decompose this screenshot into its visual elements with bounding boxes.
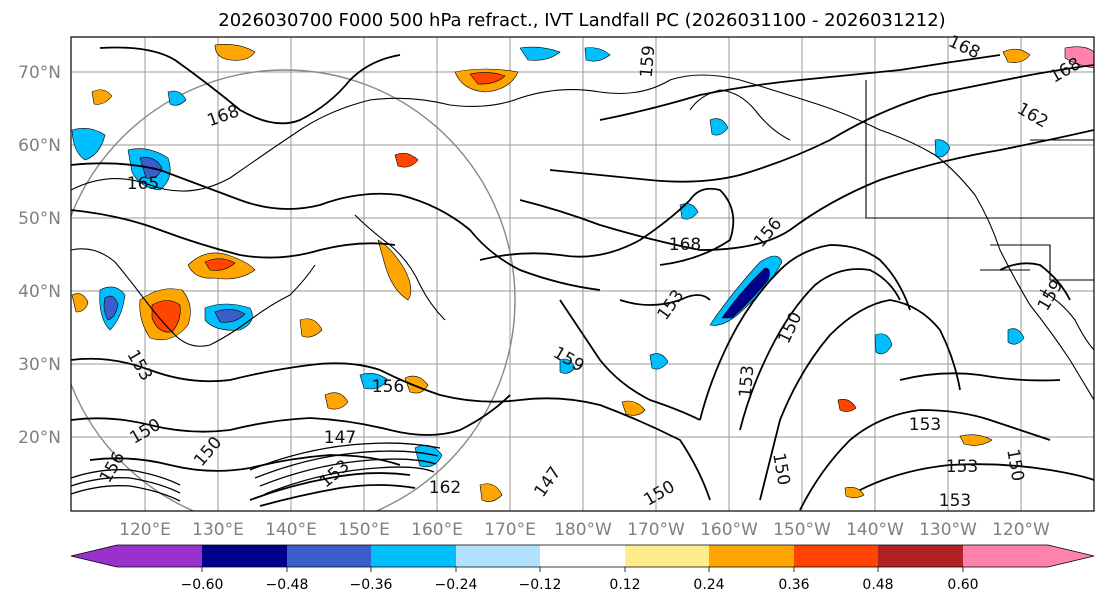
lon-label: 130°W <box>919 520 977 540</box>
lon-label: 140°W <box>846 520 904 540</box>
colorbar-tick-label: 0.12 <box>609 577 640 593</box>
colorbar-tick-label: 0.24 <box>693 577 724 593</box>
colorbar-segment <box>625 545 709 567</box>
coastlines <box>71 74 1094 401</box>
map-panel <box>71 37 1094 511</box>
colorbar-segment <box>963 545 1048 567</box>
colorbar-tick-label: 0.36 <box>778 577 809 593</box>
colorbar-tick-label: −0.12 <box>519 577 562 593</box>
contour-label: 153 <box>736 365 759 399</box>
colorbar-outline <box>70 544 1095 568</box>
contour-label: 159 <box>637 45 660 79</box>
contour-label: 162 <box>429 478 461 498</box>
contour-label: 147 <box>324 428 356 448</box>
lat-label: 50°N <box>18 209 61 229</box>
colorbar-tick-label: −0.24 <box>435 577 478 593</box>
colorbar-tick-label: −0.60 <box>181 577 224 593</box>
colorbar-segment <box>117 545 202 567</box>
refractivity-shading <box>71 44 1094 502</box>
contours <box>71 46 1094 511</box>
colorbar-segment <box>540 545 625 567</box>
lon-label: 170°W <box>627 520 685 540</box>
colorbar-tick-label: 0.48 <box>862 577 893 593</box>
contour-label: 165 <box>127 174 159 194</box>
lon-label: 130°E <box>192 520 244 540</box>
colorbar-extend-right <box>1048 545 1094 567</box>
lon-label: 180°W <box>554 520 612 540</box>
contour-label: 153 <box>909 415 941 435</box>
contour-label: 156 <box>372 377 404 397</box>
lat-label: 60°N <box>18 136 61 156</box>
latitude-labels: 70°N 60°N 50°N 40°N 30°N 20°N <box>18 63 61 448</box>
map-title: 2026030700 F000 500 hPa refract., IVT La… <box>218 10 945 31</box>
colorbar: −0.60 −0.48 −0.36 −0.24 −0.12 0.12 0.24 … <box>70 544 1095 593</box>
dense-contours <box>71 442 441 502</box>
colorbar-segment <box>371 545 456 567</box>
lon-label: 160°E <box>411 520 463 540</box>
lat-label: 40°N <box>18 282 61 302</box>
colorbar-segment <box>287 545 371 567</box>
colorbar-segment <box>456 545 540 567</box>
colorbar-ticks <box>201 567 964 572</box>
lon-label: 170°E <box>484 520 536 540</box>
lat-label: 20°N <box>18 428 61 448</box>
contour-label: 153 <box>939 491 971 511</box>
lon-label: 120°E <box>119 520 171 540</box>
lat-label: 70°N <box>18 63 61 83</box>
lat-label: 30°N <box>18 355 61 375</box>
contour-label: 168 <box>669 235 701 255</box>
colorbar-segment <box>878 545 963 567</box>
lon-label: 140°E <box>265 520 317 540</box>
colorbar-segment <box>709 545 794 567</box>
contour-label: 153 <box>946 457 978 477</box>
map-frame <box>70 36 1095 512</box>
lon-label: 160°W <box>700 520 758 540</box>
colorbar-tick-label: −0.48 <box>266 577 309 593</box>
longitude-labels: 120°E 130°E 140°E 150°E 160°E 170°E 180°… <box>119 520 1050 540</box>
colorbar-tick-label: −0.36 <box>350 577 393 593</box>
lon-label: 150°W <box>773 520 831 540</box>
colorbar-tick-label: 0.60 <box>947 577 978 593</box>
lon-label: 120°W <box>992 520 1050 540</box>
colorbar-extend-left <box>71 545 117 567</box>
lon-label: 150°E <box>338 520 390 540</box>
colorbar-segment <box>794 545 878 567</box>
colorbar-segment <box>202 545 287 567</box>
range-circle <box>71 69 516 511</box>
